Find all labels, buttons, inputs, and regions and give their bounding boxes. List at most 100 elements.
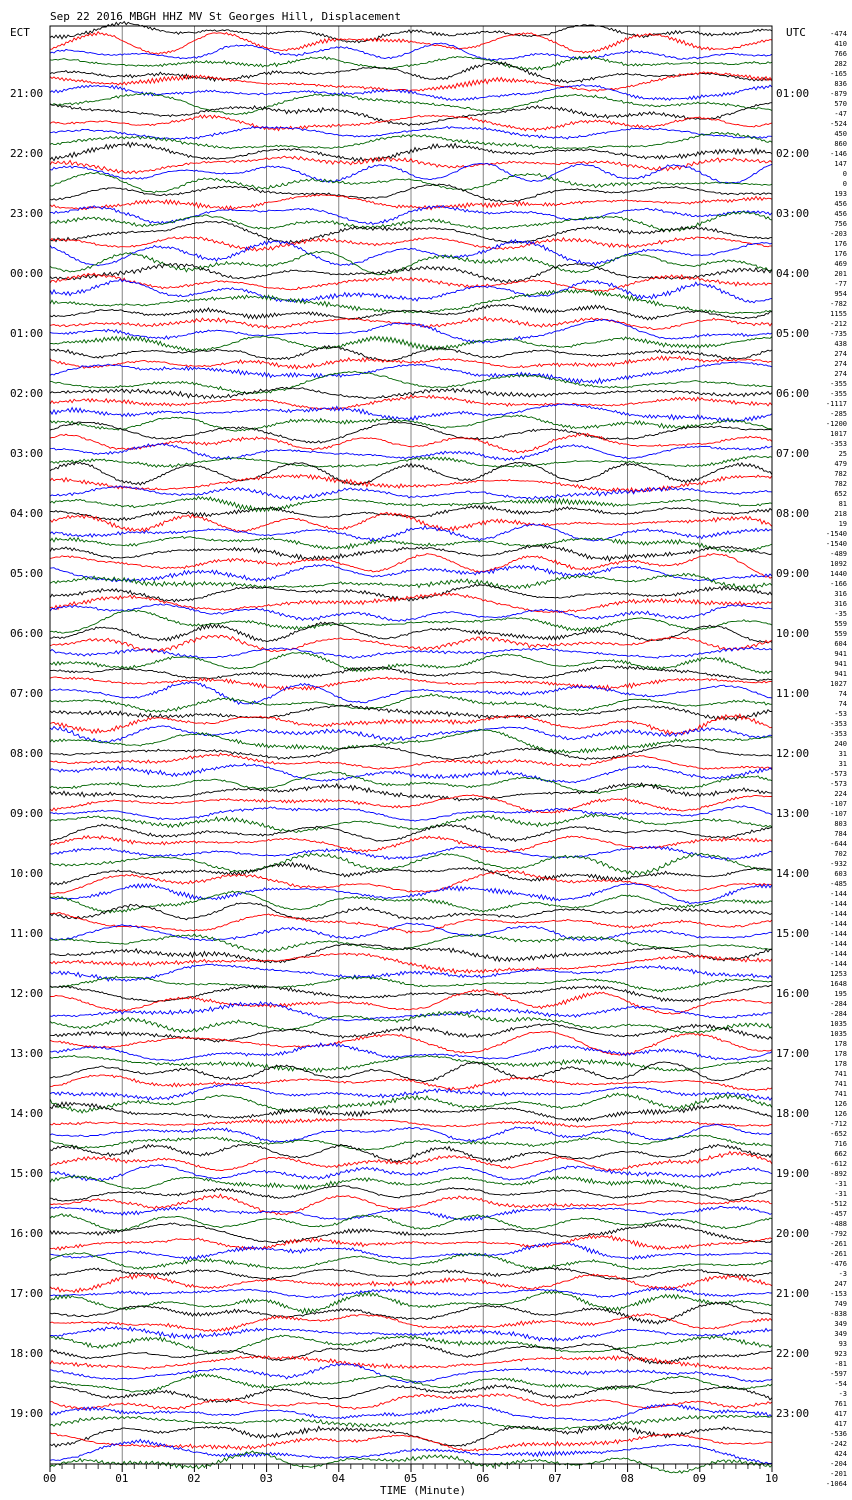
left-hour-label: 00:00 — [10, 267, 43, 280]
trace-line — [49, 84, 773, 102]
trace-offset-label: -166 — [830, 580, 847, 588]
trace-offset-label: 1440 — [830, 570, 847, 578]
trace-offset-label: -204 — [830, 1460, 847, 1468]
trace-line — [49, 461, 773, 486]
trace-offset-label: -212 — [830, 320, 847, 328]
trace-offset-label: -488 — [830, 1220, 847, 1228]
chart-title: Sep 22 2016 MBGH HHZ MV St Georges Hill,… — [50, 10, 401, 23]
trace-offset-label: 716 — [834, 1140, 847, 1148]
trace-line — [49, 278, 773, 304]
trace-offset-label: 741 — [834, 1080, 847, 1088]
trace-offset-label: 74 — [839, 690, 847, 698]
trace-offset-label: -144 — [830, 890, 847, 898]
trace-offset-label: -1064 — [826, 1480, 847, 1488]
trace-line — [49, 204, 773, 225]
trace-offset-label: 240 — [834, 740, 847, 748]
trace-line — [49, 852, 773, 876]
right-hour-label: 11:00 — [776, 687, 809, 700]
trace-line — [49, 609, 773, 634]
trace-offset-label: -485 — [830, 880, 847, 888]
trace-line — [49, 1213, 773, 1232]
trace-offset-label: 741 — [834, 1090, 847, 1098]
trace-offset-label: 741 — [834, 1070, 847, 1078]
trace-line — [49, 455, 773, 469]
trace-offset-label: 25 — [839, 450, 847, 458]
left-hour-label: 05:00 — [10, 567, 43, 580]
trace-line — [49, 442, 773, 462]
trace-offset-label: 836 — [834, 80, 847, 88]
right-hour-label: 06:00 — [776, 387, 809, 400]
trace-offset-label: -1540 — [826, 530, 847, 538]
trace-offset-label: 126 — [834, 1100, 847, 1108]
trace-line — [49, 861, 773, 886]
trace-offset-label: 224 — [834, 790, 847, 798]
trace-line — [50, 335, 773, 353]
trace-offset-label: -355 — [830, 380, 847, 388]
trace-offset-label: -838 — [830, 1310, 847, 1318]
trace-offset-label: -652 — [830, 1130, 847, 1138]
trace-offset-label: 195 — [834, 990, 847, 998]
trace-offset-label: -476 — [830, 1260, 847, 1268]
trace-offset-label: 941 — [834, 650, 847, 658]
trace-offset-label: -144 — [830, 900, 847, 908]
trace-line — [49, 1123, 773, 1143]
trace-line — [49, 473, 773, 494]
trace-offset-label: 652 — [834, 490, 847, 498]
trace-line — [49, 61, 773, 84]
trace-line — [49, 485, 773, 502]
trace-line — [49, 495, 773, 513]
trace-offset-label: 274 — [834, 360, 847, 368]
trace-line — [49, 1325, 773, 1342]
trace-line — [49, 1205, 773, 1222]
trace-line — [50, 988, 773, 1015]
right-hour-label: 12:00 — [776, 747, 809, 760]
trace-line — [49, 1074, 773, 1092]
right-hour-label: 09:00 — [776, 567, 809, 580]
trace-offset-label: 450 — [834, 130, 847, 138]
trace-offset-label: -284 — [830, 1000, 847, 1008]
trace-line — [49, 1234, 773, 1251]
right-hour-label: 22:00 — [776, 1347, 809, 1360]
trace-line — [49, 713, 773, 736]
trace-offset-label: 178 — [834, 1040, 847, 1048]
trace-offset-label: 603 — [834, 870, 847, 878]
trace-line — [49, 665, 773, 682]
right-hour-label: 08:00 — [776, 507, 809, 520]
left-hour-label: 23:00 — [10, 207, 43, 220]
trace-line — [49, 288, 773, 315]
trace-offset-label: 1155 — [830, 310, 847, 318]
trace-line — [49, 544, 773, 563]
trace-line — [49, 693, 773, 713]
left-axis-label: ECT — [10, 26, 30, 39]
left-hour-label: 17:00 — [10, 1287, 43, 1300]
trace-offset-label: -355 — [830, 390, 847, 398]
right-hour-labels: 01:00 02:00 03:00 04:00 05:00 06:00 07:00 08:00… — [776, 87, 809, 1420]
trace-line — [49, 943, 773, 964]
trace-line — [49, 1252, 773, 1271]
trace-line — [49, 102, 773, 127]
trace-offset-label: -242 — [830, 1440, 847, 1448]
trace-offset-label: -712 — [830, 1120, 847, 1128]
trace-offset-label: -144 — [830, 950, 847, 958]
right-hour-label: 04:00 — [776, 267, 809, 280]
trace-line — [49, 183, 773, 203]
left-hour-label: 11:00 — [10, 927, 43, 940]
vertical-gridlines — [121, 26, 701, 1464]
trace-offset-label: -879 — [830, 90, 847, 98]
trace-offset-label: -53 — [834, 710, 847, 718]
left-hour-labels: 21:00 22:00 23:00 00:00 01:00 02:00 03:00 04:00… — [10, 87, 43, 1420]
left-hour-label: 04:00 — [10, 507, 43, 520]
trace-line — [49, 681, 773, 705]
trace-offset-label: -1117 — [826, 400, 847, 408]
trace-offset-label: 756 — [834, 220, 847, 228]
left-hour-label: 12:00 — [10, 987, 43, 1000]
trace-line — [49, 1273, 773, 1294]
x-tick-label: 07 — [548, 1472, 561, 1485]
trace-offset-label: -153 — [830, 1290, 847, 1298]
trace-offset-label: 766 — [834, 50, 847, 58]
trace-offset-label: 176 — [834, 250, 847, 258]
trace-line — [49, 344, 773, 363]
x-tick-label: 01 — [115, 1472, 128, 1485]
trace-line — [49, 511, 773, 533]
trace-line — [49, 1117, 773, 1128]
